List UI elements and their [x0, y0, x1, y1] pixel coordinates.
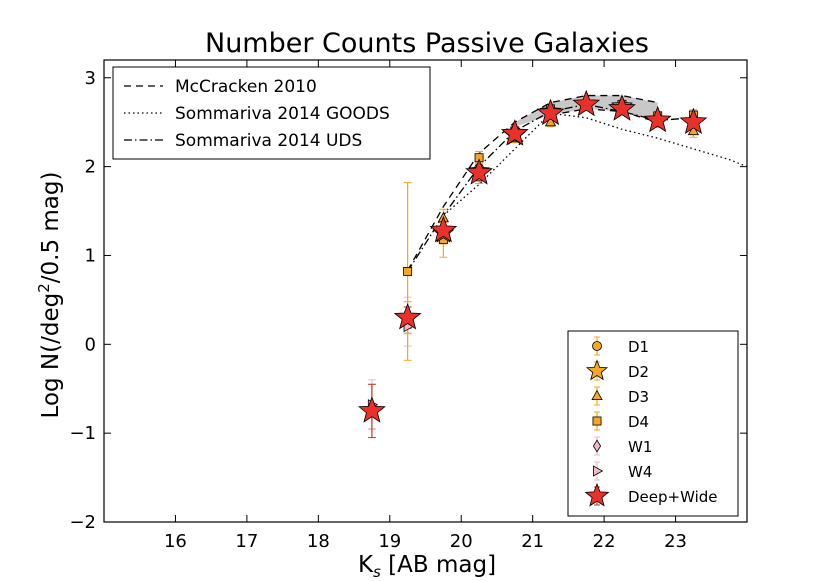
point-deep-wide	[465, 158, 493, 185]
point-d3	[544, 115, 557, 127]
legend-lines-frame	[112, 66, 431, 160]
plot-frame	[103, 59, 748, 523]
x-tick-label: 22	[593, 531, 616, 552]
legend-point-marker	[585, 359, 609, 381]
y-tick-label: 1	[85, 245, 96, 266]
legend-points: D1 D2 D3 D4 W1 W4 Deep+Wide	[567, 330, 739, 517]
y-tick-label: 2	[85, 157, 96, 178]
x-tick-label: 19	[378, 531, 401, 552]
legend-point-label: W4	[628, 463, 652, 481]
line-mccracken-2010	[407, 94, 658, 271]
x-tick-label: 20	[450, 531, 473, 552]
legend-point-marker	[584, 482, 610, 507]
point-deep-wide	[608, 94, 636, 121]
legend-point-marker	[592, 341, 602, 351]
point-deep-wide	[572, 89, 601, 117]
point-d4	[403, 267, 413, 276]
legend-point-marker	[592, 439, 602, 453]
point-deep-wide	[393, 303, 422, 330]
legend-line-label: McCracken 2010	[175, 77, 317, 97]
x-tick-label: 17	[235, 531, 258, 552]
legend-point-marker	[593, 465, 604, 477]
point-deep-wide	[536, 98, 565, 126]
x-axis-label: Ks [AB mag]	[358, 552, 496, 581]
y-tick-label: −1	[69, 423, 96, 444]
point-deep-wide	[358, 396, 386, 423]
line-mccracken-2010-lower	[550, 108, 658, 123]
y-axis-label: Log N(/deg2/0.5 mag)	[35, 172, 64, 419]
legend-point-label: D2	[628, 363, 649, 381]
line-sommariva-2014-goods	[442, 112, 747, 216]
y-tick-label: −2	[69, 512, 96, 533]
y-tick-label: 3	[85, 68, 96, 89]
legend-point-label: D1	[628, 338, 649, 356]
point-d3	[687, 124, 700, 136]
x-tick-label: 23	[664, 531, 687, 552]
point-deep-wide	[679, 107, 708, 135]
legend-point-marker	[592, 416, 602, 426]
x-tick-label: 16	[164, 531, 187, 552]
point-deep-wide	[500, 119, 529, 146]
legend-line-label: Sommariva 2014 GOODS	[175, 104, 390, 124]
legend-point-marker	[591, 389, 603, 401]
legend-line-label: Sommariva 2014 UDS	[175, 131, 362, 151]
legend-point-label: D3	[628, 388, 649, 406]
x-tick-label: 21	[521, 531, 544, 552]
y-tick-label: 0	[85, 334, 96, 355]
point-deep-wide	[643, 105, 672, 133]
chart-title: Number Counts Passive Galaxies	[205, 28, 649, 59]
legend-point-label: Deep+Wide	[628, 488, 718, 506]
legend-lines: McCracken 2010 Sommariva 2014 GOODS Sommar…	[112, 66, 431, 160]
legend-point-label: W1	[628, 438, 652, 456]
x-tick-label: 18	[307, 531, 330, 552]
legend-point-label: D4	[628, 413, 649, 431]
markers-layer	[358, 89, 708, 423]
point-deep-wide	[429, 215, 458, 243]
